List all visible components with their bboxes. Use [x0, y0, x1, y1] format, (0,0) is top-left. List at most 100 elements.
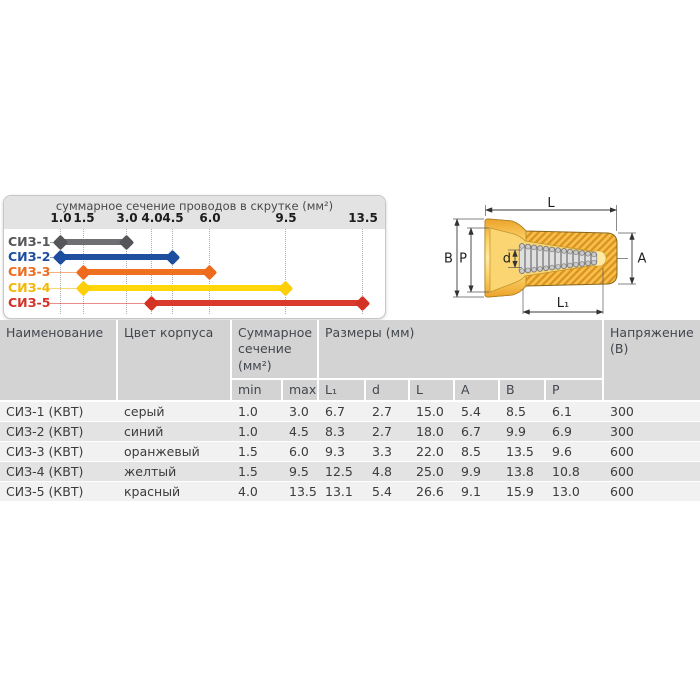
- dimension-P: P: [459, 227, 489, 293]
- axis-tick-label: 3.0: [116, 211, 138, 225]
- cell-name: СИЗ-4 (КВТ): [0, 462, 118, 482]
- spec-table: Наименование Цвет корпуса Суммарное сече…: [0, 320, 700, 502]
- cell-B: 15.9: [500, 482, 547, 502]
- range-bar: [83, 285, 285, 291]
- dimension-A: A: [618, 232, 647, 285]
- cell-L: 22.0: [410, 442, 456, 462]
- gridline: [362, 229, 363, 314]
- cell-A: 8.5: [455, 442, 501, 462]
- dim-label-B: B: [444, 252, 453, 267]
- range-marker-diamond: [354, 295, 370, 311]
- dimension-L: L: [485, 196, 617, 231]
- cell-d: 2.7: [366, 402, 411, 422]
- cell-B: 8.5: [500, 402, 547, 422]
- range-bar: [83, 269, 209, 275]
- table-row: СИЗ-1 (КВТ) серый 1.0 3.0 6.7 2.7 15.0 5.4 8.5 6.…: [0, 402, 700, 422]
- cell-L1: 13.1: [319, 482, 367, 502]
- axis-tick-label: 9.5: [275, 211, 297, 225]
- cell-color: синий: [118, 422, 232, 442]
- cell-min: 1.0: [232, 422, 283, 442]
- series-label: СИЗ-2: [8, 249, 51, 264]
- col-header-d: d: [366, 380, 411, 402]
- chart-title: суммарное сечение проводов в скрутке (мм…: [55, 199, 334, 213]
- cell-d: 4.8: [366, 462, 411, 482]
- series-connector: [50, 303, 151, 304]
- range-bar: [151, 300, 362, 306]
- gridline: [60, 229, 61, 314]
- range-marker-diamond: [201, 264, 217, 280]
- cell-L1: 8.3: [319, 422, 367, 442]
- cell-B: 9.9: [500, 422, 547, 442]
- series-label: СИЗ-5: [8, 295, 51, 310]
- cell-L: 25.0: [410, 462, 456, 482]
- cell-P: 6.9: [546, 422, 605, 442]
- gridline: [285, 229, 286, 314]
- dimension-B: B: [444, 218, 484, 298]
- cell-L: 26.6: [410, 482, 456, 502]
- col-header-body-color: Цвет корпуса: [118, 320, 232, 402]
- cell-L: 15.0: [410, 402, 456, 422]
- table-row: СИЗ-4 (КВТ) желтый 1.5 9.5 12.5 4.8 25.0 9.9 13.…: [0, 462, 700, 482]
- cell-min: 1.5: [232, 442, 283, 462]
- cell-P: 13.0: [546, 482, 605, 502]
- range-marker-diamond: [164, 249, 180, 265]
- col-header-max: max: [283, 380, 320, 402]
- cell-min: 4.0: [232, 482, 283, 502]
- cell-A: 6.7: [455, 422, 501, 442]
- cell-L1: 9.3: [319, 442, 367, 462]
- connector-diagram: L B P d A: [444, 196, 647, 315]
- cell-voltage: 600: [604, 442, 700, 462]
- series-connector: [50, 272, 83, 273]
- range-chart: суммарное сечение проводов в скрутке (мм…: [3, 195, 386, 319]
- cell-name: СИЗ-1 (КВТ): [0, 402, 118, 422]
- cell-max: 3.0: [283, 402, 320, 422]
- cell-voltage: 600: [604, 482, 700, 502]
- series-label: СИЗ-3: [8, 264, 51, 279]
- col-header-min: min: [232, 380, 283, 402]
- dim-label-L1: L₁: [557, 296, 569, 311]
- axis-tick-label: 1.0: [50, 211, 72, 225]
- cell-A: 9.1: [455, 482, 501, 502]
- axis-tick-label: 13.5: [348, 211, 378, 225]
- table-row: СИЗ-3 (КВТ) оранжевый 1.5 6.0 9.3 3.3 22.0 8.5 1…: [0, 442, 700, 462]
- cell-L1: 6.7: [319, 402, 367, 422]
- cell-color: красный: [118, 482, 232, 502]
- cell-B: 13.8: [500, 462, 547, 482]
- axis-tick-label: 4.5: [162, 211, 184, 225]
- cell-P: 6.1: [546, 402, 605, 422]
- col-header-voltage: Напряжение (В): [604, 320, 700, 402]
- cell-name: СИЗ-5 (КВТ): [0, 482, 118, 502]
- spring-coil: [518, 243, 598, 274]
- dim-label-d: d: [503, 252, 511, 267]
- cell-name: СИЗ-3 (КВТ): [0, 442, 118, 462]
- dim-label-A: A: [638, 252, 647, 267]
- cell-d: 3.3: [366, 442, 411, 462]
- cell-min: 1.0: [232, 402, 283, 422]
- cell-max: 4.5: [283, 422, 320, 442]
- cell-L1: 12.5: [319, 462, 367, 482]
- chart-header-band: [4, 196, 385, 229]
- range-marker-diamond: [52, 249, 68, 265]
- cell-min: 1.5: [232, 462, 283, 482]
- col-header-L: L: [410, 380, 456, 402]
- cell-color: желтый: [118, 462, 232, 482]
- col-header-A: A: [455, 380, 501, 402]
- range-marker-diamond: [118, 234, 134, 250]
- cell-A: 5.4: [455, 402, 501, 422]
- dimension-L1: L₁: [522, 268, 604, 315]
- table-row: СИЗ-5 (КВТ) красный 4.0 13.5 13.1 5.4 26.6 9.1 1…: [0, 482, 700, 502]
- cell-P: 10.8: [546, 462, 605, 482]
- col-header-B: B: [500, 380, 547, 402]
- cell-A: 9.9: [455, 462, 501, 482]
- col-header-P: P: [546, 380, 605, 402]
- cell-d: 5.4: [366, 482, 411, 502]
- cell-max: 6.0: [283, 442, 320, 462]
- range-marker-diamond: [52, 234, 68, 250]
- range-marker-diamond: [143, 295, 159, 311]
- cell-voltage: 300: [604, 402, 700, 422]
- series-label: СИЗ-4: [8, 280, 51, 295]
- dim-label-L: L: [547, 196, 555, 211]
- range-bar: [60, 239, 126, 245]
- col-header-L1: L₁: [319, 380, 367, 402]
- range-marker-diamond: [75, 280, 91, 296]
